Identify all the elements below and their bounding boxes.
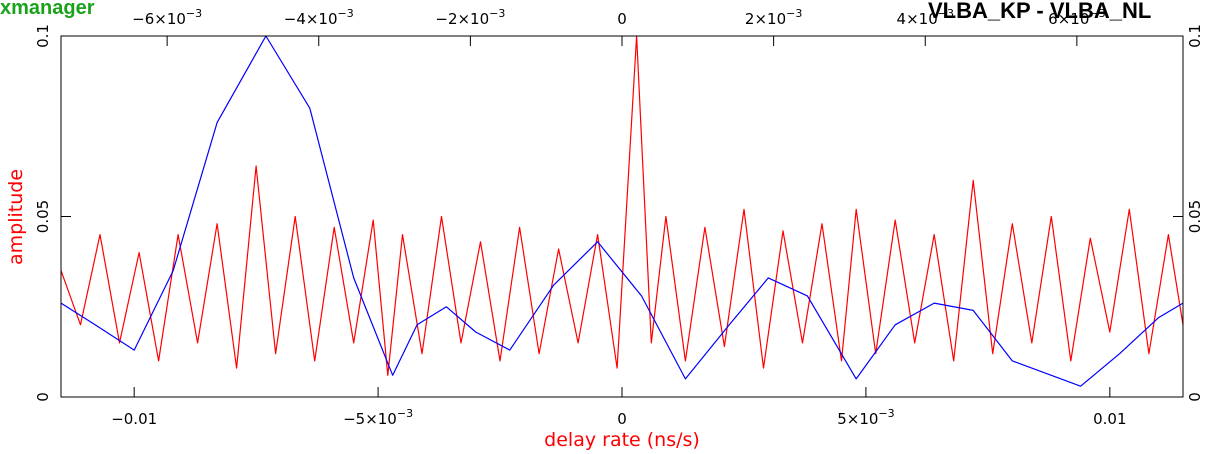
tick-exponent: −3 [186, 7, 202, 20]
model-curve [60, 35, 1184, 387]
tick-layer: −0.01 −5×10−3 0 5×10−3 0.01 −6×10−3 −4×10−3 −2×… [34, 7, 1204, 428]
top-tick-label: 4×10−3 [897, 7, 954, 28]
tick-exponent: −3 [489, 7, 505, 20]
app-brand: xmanager [0, 0, 95, 19]
top-tick-label: −6×10−3 [132, 7, 202, 28]
amplitude-trace [60, 35, 1184, 376]
series-layer [60, 35, 1184, 387]
tick-exponent: −3 [1089, 7, 1105, 20]
tick-exponent: −3 [397, 407, 413, 420]
y-axis-title: amplitude [5, 169, 27, 265]
x-tick-label: −0.01 [111, 410, 157, 428]
tick-exponent: −3 [938, 7, 954, 20]
tick-exponent: −3 [878, 407, 894, 420]
right-y-tick-label: 0.1 [1186, 24, 1204, 48]
x-tick-label: 0 [617, 410, 627, 428]
tick-exponent: −3 [786, 7, 802, 20]
top-tick-label: 0 [617, 10, 627, 28]
top-tick-label: 6×10−3 [1048, 7, 1105, 28]
y-tick-label: 0.05 [34, 200, 52, 233]
tick-exponent: −3 [338, 7, 354, 20]
top-tick-label: −2×10−3 [435, 7, 505, 28]
x-tick-label: 5×10−3 [837, 407, 894, 428]
right-y-tick-label: 0 [1186, 392, 1204, 402]
plot-frame [60, 35, 1184, 398]
x-tick-label: 0.01 [1093, 410, 1126, 428]
x-tick-label: −5×10−3 [343, 407, 413, 428]
top-tick-label: 2×10−3 [745, 7, 802, 28]
x-axis-title: delay rate (ns/s) [544, 429, 700, 451]
y-tick-label: 0 [34, 392, 52, 402]
top-tick-label: −4×10−3 [284, 7, 354, 28]
right-y-tick-label: 0.05 [1186, 200, 1204, 233]
baseline-title: VLBA_KP - VLBA_NL [928, 0, 1151, 23]
y-tick-label: 0.1 [34, 24, 52, 48]
